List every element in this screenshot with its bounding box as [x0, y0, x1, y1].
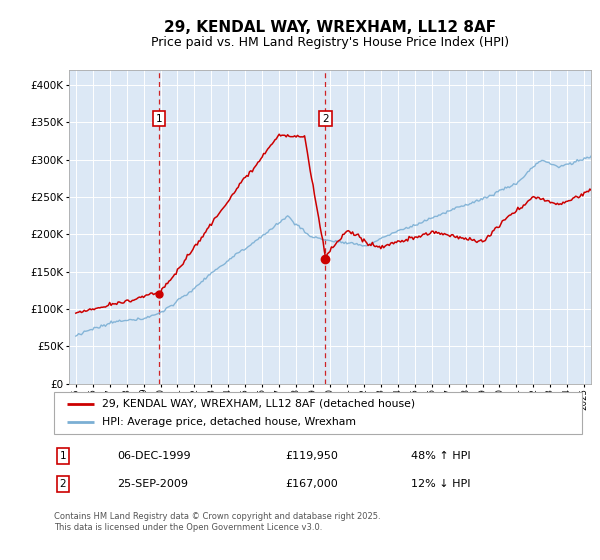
Text: 1: 1: [59, 451, 67, 461]
Text: 25-SEP-2009: 25-SEP-2009: [117, 479, 188, 489]
Text: £119,950: £119,950: [285, 451, 338, 461]
Text: 29, KENDAL WAY, WREXHAM, LL12 8AF (detached house): 29, KENDAL WAY, WREXHAM, LL12 8AF (detac…: [101, 399, 415, 409]
FancyBboxPatch shape: [54, 392, 582, 434]
Text: Contains HM Land Registry data © Crown copyright and database right 2025.
This d: Contains HM Land Registry data © Crown c…: [54, 512, 380, 532]
Text: 48% ↑ HPI: 48% ↑ HPI: [411, 451, 470, 461]
Text: 2: 2: [59, 479, 67, 489]
Text: Price paid vs. HM Land Registry's House Price Index (HPI): Price paid vs. HM Land Registry's House …: [151, 36, 509, 49]
Text: HPI: Average price, detached house, Wrexham: HPI: Average price, detached house, Wrex…: [101, 417, 356, 427]
Text: 29, KENDAL WAY, WREXHAM, LL12 8AF: 29, KENDAL WAY, WREXHAM, LL12 8AF: [164, 20, 496, 35]
Text: £167,000: £167,000: [285, 479, 338, 489]
Text: 06-DEC-1999: 06-DEC-1999: [117, 451, 191, 461]
Text: 12% ↓ HPI: 12% ↓ HPI: [411, 479, 470, 489]
Text: 2: 2: [322, 114, 329, 124]
Text: 1: 1: [156, 114, 163, 124]
